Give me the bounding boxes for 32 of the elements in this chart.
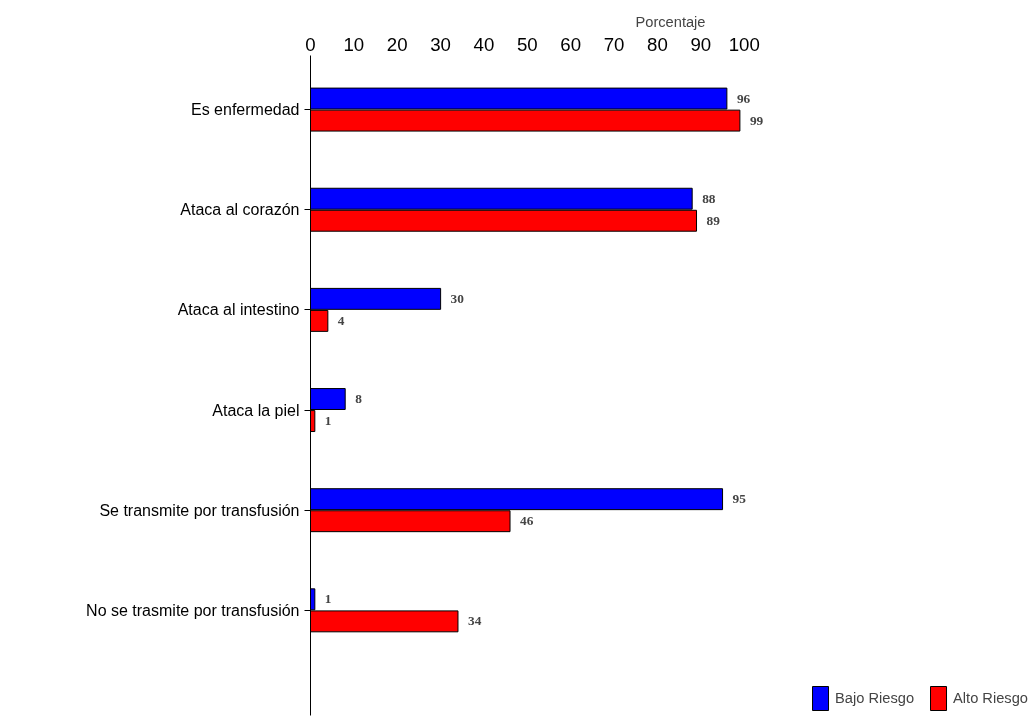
- y-tick-label: Ataca al corazón: [180, 201, 300, 219]
- x-axis-title: Porcentaje: [635, 13, 706, 30]
- x-tick-label: 80: [647, 33, 668, 55]
- x-tick-label: 50: [516, 33, 538, 55]
- data-label: 89: [706, 212, 721, 228]
- data-label: 96: [736, 90, 751, 106]
- y-tick-label: Se transmite por transfusión: [99, 501, 300, 519]
- x-tick-label: 20: [386, 33, 408, 55]
- y-tick-label: Ataca la piel: [212, 401, 300, 419]
- legend-label: Bajo Riesgo: [835, 690, 915, 706]
- data-label: 1: [324, 413, 332, 429]
- x-tick-label: 70: [603, 33, 625, 55]
- data-label: 34: [467, 613, 482, 629]
- data-label: 30: [450, 290, 465, 306]
- data-label: 8: [355, 391, 363, 407]
- y-tick-label: Ataca al intestino: [177, 301, 300, 319]
- data-label: 4: [337, 312, 345, 328]
- x-tick-label: 0: [305, 33, 316, 55]
- x-tick-label: 60: [560, 33, 582, 55]
- data-label: 88: [702, 190, 716, 206]
- y-tick-label: Es enfermedad: [190, 101, 300, 119]
- x-tick-label: 30: [430, 33, 452, 55]
- x-tick-label: 90: [690, 33, 712, 55]
- x-tick-label: 10: [343, 33, 365, 55]
- data-label: 1: [324, 591, 332, 607]
- data-label: 46: [520, 513, 534, 529]
- data-label: 95: [732, 491, 747, 507]
- legend-label: Alto Riesgo: [953, 690, 1028, 706]
- x-tick-label: 40: [473, 33, 495, 55]
- y-tick-label: No se trasmite por transfusión: [86, 601, 300, 619]
- x-tick-label: 100: [728, 33, 760, 55]
- data-label: 99: [749, 112, 764, 128]
